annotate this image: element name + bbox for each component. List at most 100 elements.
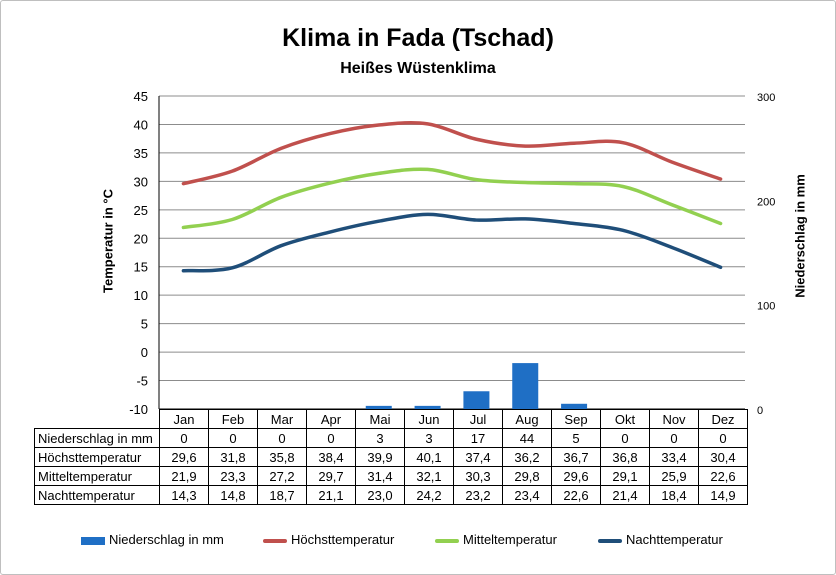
x-tick-label: Aug xyxy=(502,409,552,429)
table-cell: 5 xyxy=(551,428,601,448)
x-tick-label: Jan xyxy=(159,409,209,429)
table-cell: 0 xyxy=(208,428,258,448)
table-row: Mitteltemperatur 21,9 23,3 27,2 29,7 31,4 32,1… xyxy=(34,466,748,486)
table-cell: 14,9 xyxy=(698,485,748,505)
series-line-mitteltemperatur xyxy=(181,167,723,230)
series-line-nachttemperatur xyxy=(181,212,723,273)
table-cell: 35,8 xyxy=(257,447,307,467)
x-tick-label: Jul xyxy=(453,409,503,429)
table-cell: 18,4 xyxy=(649,485,699,505)
table-row-header: Nachttemperatur xyxy=(34,485,160,505)
y-tick-label: 25 xyxy=(134,203,148,218)
legend-item: Höchsttemperatur xyxy=(263,532,394,547)
table-cell: 18,7 xyxy=(257,485,307,505)
table-cell: 21,4 xyxy=(600,485,650,505)
table-cell: 25,9 xyxy=(649,466,699,486)
table-cell: 37,4 xyxy=(453,447,503,467)
x-tick-label: Mar xyxy=(257,409,307,429)
table-cell: 0 xyxy=(649,428,699,448)
x-tick-label: Okt xyxy=(600,409,650,429)
table-row-header: Niederschlag in mm xyxy=(34,428,160,448)
table-cell: 39,9 xyxy=(355,447,405,467)
table-cell: 44 xyxy=(502,428,552,448)
data-table: Jan Feb Mar Apr Mai Jun Jul Aug Sep Okt Nov Dez Nied… xyxy=(34,409,748,505)
table-cell: 23,3 xyxy=(208,466,258,486)
table-cell: 22,6 xyxy=(698,466,748,486)
y-tick-label: 30 xyxy=(134,174,148,189)
table-corner xyxy=(34,409,160,429)
table-cell: 23,4 xyxy=(502,485,552,505)
y-tick-label: 20 xyxy=(134,231,148,246)
table-cell: 31,4 xyxy=(355,466,405,486)
table-cell: 32,1 xyxy=(404,466,454,486)
legend-swatch xyxy=(263,538,287,543)
bar-sep xyxy=(561,403,588,409)
table-cell: 23,0 xyxy=(355,485,405,505)
table-cell: 0 xyxy=(257,428,307,448)
x-tick-label: Mai xyxy=(355,409,405,429)
table-cell: 30,4 xyxy=(698,447,748,467)
table-cell: 14,3 xyxy=(159,485,209,505)
table-cell: 14,8 xyxy=(208,485,258,505)
table-cell: 29,7 xyxy=(306,466,356,486)
table-cell: 17 xyxy=(453,428,503,448)
legend-label: Nachttemperatur xyxy=(626,532,723,547)
table-cell: 0 xyxy=(306,428,356,448)
legend-swatch xyxy=(81,536,105,545)
x-tick-label: Nov xyxy=(649,409,699,429)
table-cell: 21,1 xyxy=(306,485,356,505)
y-tick-label: 15 xyxy=(134,260,148,275)
bar-jul xyxy=(463,391,490,409)
table-row: Nachttemperatur 14,3 14,8 18,7 21,1 23,0 24,2 2… xyxy=(34,485,748,505)
legend-swatch xyxy=(435,538,459,543)
table-cell: 0 xyxy=(600,428,650,448)
series-line-h-chsttemperatur xyxy=(181,121,723,186)
legend-item: Niederschlag in mm xyxy=(81,532,224,547)
legend-item: Mitteltemperatur xyxy=(435,532,557,547)
bar-mai xyxy=(365,405,392,409)
bar-jun xyxy=(414,405,441,409)
y2-tick-label: 200 xyxy=(757,196,775,208)
table-cell: 33,4 xyxy=(649,447,699,467)
x-tick-label: Jun xyxy=(404,409,454,429)
table-cell: 27,2 xyxy=(257,466,307,486)
legend-label: Niederschlag in mm xyxy=(109,532,224,547)
y-tick-label: -5 xyxy=(136,374,148,389)
table-cell: 36,8 xyxy=(600,447,650,467)
table-cell: 23,2 xyxy=(453,485,503,505)
x-tick-label: Apr xyxy=(306,409,356,429)
y-tick-label: 40 xyxy=(134,117,148,132)
chart-title: Klima in Fada (Tschad) xyxy=(282,24,554,52)
table-row-header: Höchsttemperatur xyxy=(34,447,160,467)
table-cell: 0 xyxy=(159,428,209,448)
table-cell: 38,4 xyxy=(306,447,356,467)
table-cell: 29,6 xyxy=(551,466,601,486)
table-cell: 36,2 xyxy=(502,447,552,467)
y2-tick-label: 300 xyxy=(757,92,775,104)
table-cell: 31,8 xyxy=(208,447,258,467)
y-tick-label: 35 xyxy=(134,146,148,161)
table-cell: 22,6 xyxy=(551,485,601,505)
table-cell: 3 xyxy=(404,428,454,448)
legend-label: Mitteltemperatur xyxy=(463,532,557,547)
x-tick-label: Sep xyxy=(551,409,601,429)
y-tick-label: 0 xyxy=(141,345,148,360)
table-cell: 24,2 xyxy=(404,485,454,505)
table-cell: 36,7 xyxy=(551,447,601,467)
table-cell: 29,8 xyxy=(502,466,552,486)
table-cell: 0 xyxy=(698,428,748,448)
x-tick-label: Feb xyxy=(208,409,258,429)
y2-tick-label: 100 xyxy=(757,301,775,313)
y-tick-label: 45 xyxy=(134,89,148,104)
table-row: Niederschlag in mm 0 0 0 0 3 3 17 44 5 0 0 0 xyxy=(34,428,748,448)
table-row-header: Mitteltemperatur xyxy=(34,466,160,486)
y2-tick-label: 0 xyxy=(757,405,763,417)
legend-item: Nachttemperatur xyxy=(598,532,723,547)
bar-aug xyxy=(512,363,539,409)
y-tick-label: 10 xyxy=(134,288,148,303)
y-tick-label: 5 xyxy=(141,317,148,332)
table-cell: 29,1 xyxy=(600,466,650,486)
chart-subtitle: Heißes Wüstenklima xyxy=(340,60,496,77)
table-cell: 29,6 xyxy=(159,447,209,467)
table-cell: 3 xyxy=(355,428,405,448)
